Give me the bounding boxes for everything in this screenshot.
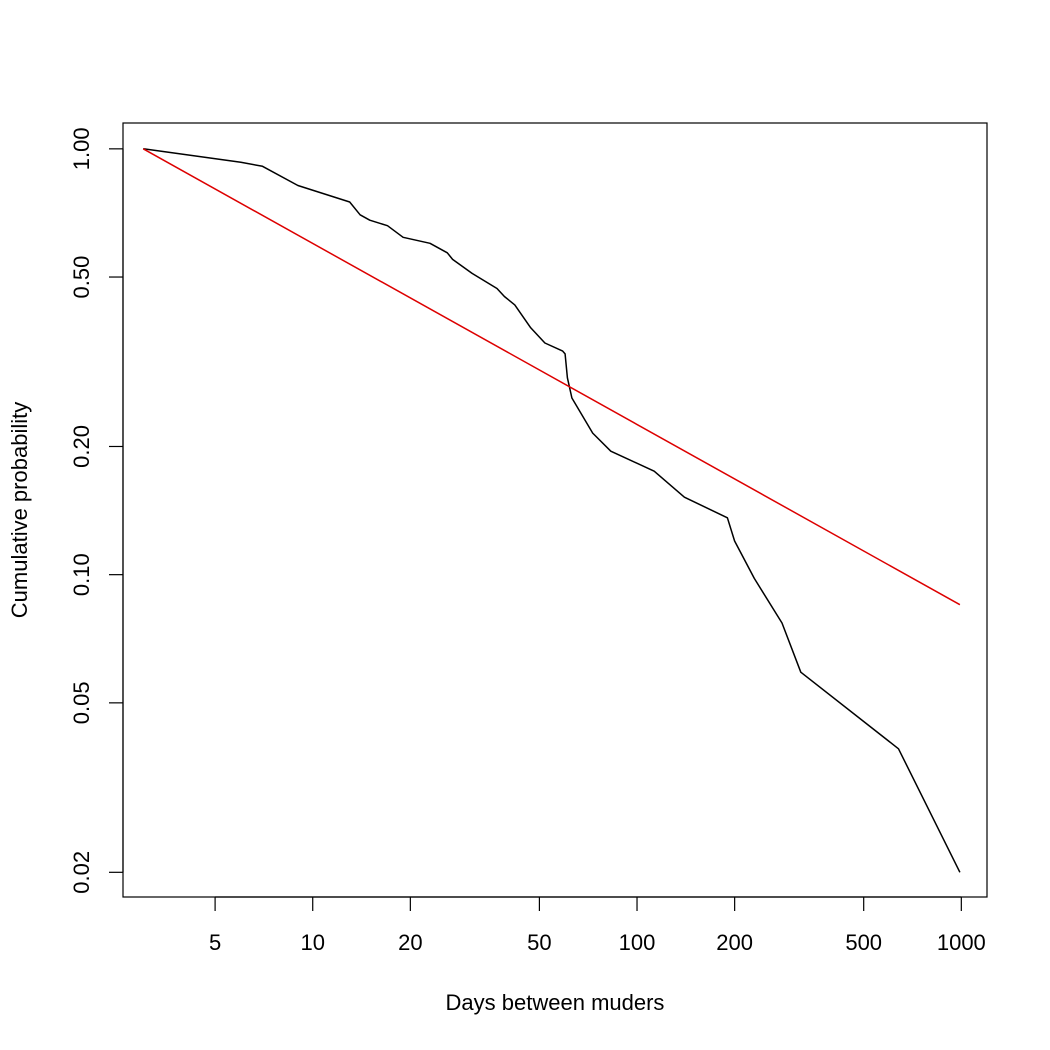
x-tick-label: 100 [619, 930, 656, 955]
y-axis: 0.02 0.05 0.10 0.20 0.50 1.00 [69, 127, 124, 894]
x-tick-label: 20 [398, 930, 422, 955]
x-tick-label: 10 [300, 930, 324, 955]
x-tick-label: 50 [527, 930, 551, 955]
empirical-series-line [143, 148, 961, 873]
y-tick-label: 0.20 [69, 425, 94, 468]
y-tick-label: 0.10 [69, 553, 94, 596]
x-tick-label: 5 [209, 930, 221, 955]
plot-frame [122, 122, 988, 898]
y-tick-label: 0.02 [69, 851, 94, 894]
x-axis: 5 10 20 50 100 200 500 1000 [209, 896, 986, 955]
x-tick-label: 500 [845, 930, 882, 955]
x-tick-label: 1000 [937, 930, 986, 955]
y-tick-label: 1.00 [69, 127, 94, 170]
x-tick-label: 200 [716, 930, 753, 955]
y-tick-label: 0.05 [69, 681, 94, 724]
series-layer [142, 148, 961, 873]
y-tick-label: 0.50 [69, 256, 94, 299]
y-axis-title: Cumulative probability [7, 402, 32, 618]
x-axis-title: Days between muders [446, 990, 665, 1015]
fitted-series-line [142, 148, 961, 606]
